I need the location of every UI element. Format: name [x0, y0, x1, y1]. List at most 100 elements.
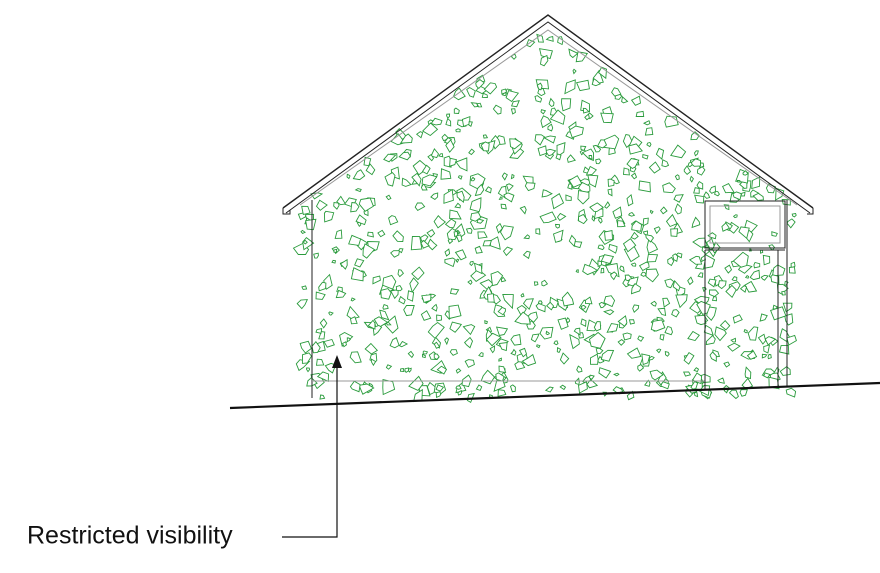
- leaf: [522, 250, 531, 260]
- leaf: [739, 191, 746, 197]
- leaf: [533, 281, 539, 286]
- house: [282, 14, 814, 398]
- leaf: [646, 253, 659, 263]
- leaf: [683, 165, 692, 176]
- leaf: [791, 212, 797, 218]
- leaf: [730, 337, 736, 343]
- leaf: [546, 301, 555, 311]
- leaf: [613, 372, 620, 377]
- leaf: [604, 230, 613, 241]
- leaf: [421, 294, 432, 303]
- leaf: [577, 189, 590, 205]
- leaf: [505, 90, 520, 103]
- leaf: [514, 361, 526, 371]
- leaf: [421, 164, 431, 175]
- leaf: [385, 194, 392, 201]
- leaf: [670, 144, 687, 159]
- leaf: [637, 364, 645, 372]
- leaf: [578, 213, 588, 225]
- leaf: [342, 341, 348, 348]
- leaf: [444, 248, 451, 257]
- leaf: [395, 284, 403, 292]
- leaf: [785, 387, 797, 398]
- leaf: [323, 338, 335, 348]
- leaf: [767, 354, 772, 360]
- leaf: [619, 265, 625, 273]
- leaf: [642, 217, 649, 227]
- leaf: [701, 246, 710, 255]
- leaf: [453, 107, 460, 114]
- leaf: [352, 169, 366, 181]
- leaf: [455, 258, 460, 264]
- leaf: [645, 234, 655, 243]
- leaf: [535, 302, 546, 313]
- leaf: [632, 304, 640, 313]
- leaf: [410, 235, 423, 251]
- leaf: [420, 234, 429, 242]
- roof-underside: [299, 29, 798, 206]
- leaf: [498, 357, 502, 362]
- leaf: [501, 88, 508, 95]
- leaf: [306, 367, 311, 373]
- leaf: [518, 347, 528, 358]
- leaf: [702, 287, 707, 292]
- leaf: [760, 249, 764, 254]
- leaf: [674, 203, 682, 215]
- leaf: [763, 372, 771, 379]
- leaf: [495, 222, 503, 234]
- leaf: [385, 364, 393, 370]
- leaf: [349, 380, 361, 393]
- leaf: [744, 275, 750, 279]
- leaf: [449, 321, 463, 333]
- leaf: [687, 276, 694, 286]
- leaf: [502, 294, 514, 310]
- leaf: [466, 86, 476, 98]
- leaf: [645, 268, 659, 283]
- leaf: [778, 344, 790, 355]
- leaf: [589, 202, 604, 213]
- leaf: [346, 337, 352, 343]
- leaf: [655, 348, 662, 354]
- leaf: [566, 154, 576, 163]
- leaf: [474, 245, 483, 254]
- leaf: [545, 330, 550, 336]
- leaf: [467, 279, 473, 285]
- leaf: [333, 201, 340, 210]
- leaf: [575, 269, 579, 274]
- leaf: [648, 355, 655, 361]
- leaf: [575, 79, 590, 92]
- leaf: [600, 254, 615, 265]
- gutter-left: [282, 208, 291, 215]
- leaf: [731, 276, 738, 281]
- leaf: [510, 108, 516, 115]
- leaf: [392, 230, 404, 242]
- leaf: [457, 175, 463, 180]
- leaf: [446, 113, 451, 119]
- leaf: [482, 240, 493, 247]
- leaf: [567, 183, 573, 190]
- leaf: [350, 267, 364, 282]
- leaf: [770, 274, 780, 285]
- leaf: [510, 348, 517, 356]
- leaf: [578, 381, 588, 394]
- leaf: [346, 173, 351, 180]
- leaf: [649, 209, 654, 215]
- leaf: [335, 289, 347, 299]
- leaf: [603, 295, 616, 308]
- leaf: [380, 288, 392, 300]
- leaf: [597, 244, 605, 251]
- leaf: [732, 314, 743, 324]
- leaf: [358, 383, 375, 395]
- leaf: [510, 334, 522, 346]
- leaf: [565, 194, 572, 201]
- leaf: [630, 283, 642, 295]
- leaf: [421, 174, 438, 187]
- leaf: [420, 310, 432, 321]
- leaf: [591, 77, 602, 87]
- leaf: [786, 218, 796, 229]
- leaf: [544, 386, 554, 393]
- leaf: [495, 326, 509, 337]
- leaf: [510, 100, 520, 108]
- leaf: [534, 95, 543, 103]
- leaf: [664, 325, 673, 336]
